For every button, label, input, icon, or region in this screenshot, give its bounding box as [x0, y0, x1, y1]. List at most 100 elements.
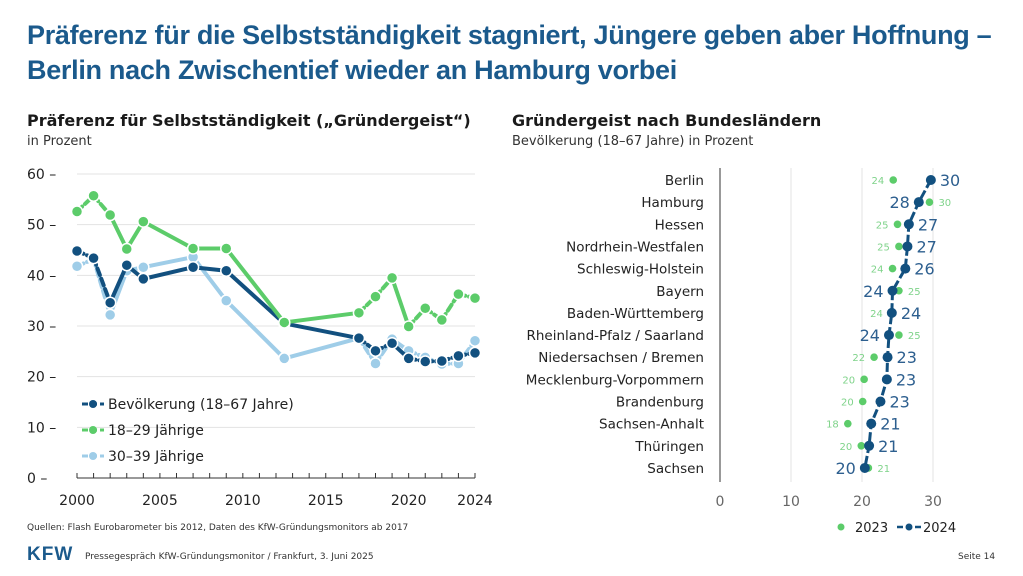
- data-label-2024: 30: [940, 171, 960, 190]
- right-chart-heading: Gründergeist nach Bundesländern: [512, 111, 822, 130]
- state-label: Brandenburg: [616, 395, 704, 411]
- data-label-2024: 24: [863, 282, 883, 301]
- data-point: [70, 205, 84, 218]
- series-line-segment: [141, 219, 196, 251]
- dot-2023: [844, 419, 852, 428]
- data-point: [452, 349, 465, 363]
- dot-2024: [866, 418, 877, 429]
- data-point: [220, 242, 233, 255]
- dot-2023: [893, 220, 902, 229]
- series-line-segment: [390, 275, 411, 329]
- data-point: [352, 306, 366, 320]
- data-label-2023: 21: [877, 464, 890, 475]
- series-line-segment: [224, 298, 287, 361]
- state-label: Hessen: [655, 217, 704, 233]
- series-line-segment: [91, 256, 113, 305]
- state-label: Nordrhein-Westfalen: [566, 239, 704, 255]
- data-point: [452, 287, 465, 301]
- kfw-logo: KFW: [27, 544, 74, 565]
- state-label: Niedersachsen / Bremen: [538, 350, 704, 366]
- data-label-2024: 21: [878, 437, 898, 456]
- data-label-2024: 23: [889, 393, 909, 412]
- series-line-segment: [224, 268, 287, 326]
- data-point: [435, 313, 449, 327]
- series-line-segment: [282, 336, 361, 361]
- data-point: [402, 352, 415, 365]
- x-tick-label: 2020: [391, 493, 427, 509]
- data-label-2023: 24: [871, 265, 884, 276]
- data-point: [120, 242, 133, 256]
- dot-2024: [925, 175, 936, 185]
- dot-2024: [883, 330, 894, 341]
- data-point: [70, 259, 84, 273]
- state-label: Berlin: [665, 173, 704, 189]
- dot-2023: [895, 242, 903, 251]
- x-tick-label: 20: [853, 494, 871, 510]
- dot-2024: [881, 374, 892, 385]
- data-point: [468, 334, 482, 347]
- data-point: [87, 251, 100, 265]
- legend-label: 30–39 Jährige: [108, 449, 204, 465]
- state-label: Sachsen-Anhalt: [599, 417, 704, 433]
- dot-2024: [900, 263, 911, 274]
- dot-2023: [925, 198, 934, 206]
- state-label: Sachsen: [647, 461, 704, 477]
- data-point: [369, 357, 382, 370]
- data-point: [468, 346, 482, 360]
- data-label-2024: 23: [896, 370, 916, 389]
- data-label-2024: 26: [914, 260, 934, 279]
- dot-2024: [886, 307, 897, 318]
- data-label-2023: 24: [870, 309, 883, 320]
- y-tick-label: 10 –: [27, 420, 56, 436]
- dot-2023: [858, 397, 867, 406]
- x-tick-label: 2005: [142, 493, 178, 509]
- data-point: [468, 291, 482, 305]
- data-point: [137, 260, 150, 274]
- data-point: [352, 331, 366, 345]
- state-label: Bayern: [656, 284, 704, 300]
- data-label-2023: 25: [876, 220, 889, 231]
- data-label-2024: 21: [880, 415, 900, 434]
- series-line-segment: [141, 265, 196, 281]
- legend-marker: [89, 452, 97, 460]
- series-line-segment: [282, 310, 361, 325]
- data-label-2023: 24: [872, 176, 885, 187]
- series-18-29: [70, 189, 482, 333]
- data-label-2024: 28: [889, 193, 909, 212]
- series-line-segment: [224, 246, 287, 325]
- data-label-2024: 23: [897, 348, 917, 367]
- data-point: [70, 244, 84, 258]
- source-footnote: Quellen: Flash Eurobarometer bis 2012, D…: [27, 523, 409, 533]
- data-label-2024: 27: [918, 215, 938, 234]
- y-tick-label: 20 –: [27, 370, 56, 386]
- data-point: [87, 189, 100, 203]
- data-point: [220, 294, 233, 307]
- y-tick-label: 50 –: [27, 218, 56, 234]
- state-label: Hamburg: [641, 195, 704, 211]
- dot-2023: [888, 264, 897, 273]
- data-label-2023: 22: [852, 353, 865, 364]
- legend-marker-2023: [837, 523, 845, 531]
- dot-2024: [902, 241, 913, 252]
- left-chart-heading: Präferenz für Selbstständigkeit („Gründe…: [27, 111, 471, 130]
- state-label: Baden-Württemberg: [567, 306, 704, 322]
- legend-label-2023: 2023: [855, 521, 888, 536]
- data-point: [419, 355, 432, 368]
- state-label: Rheinland-Pfalz / Saarland: [526, 328, 704, 344]
- data-label-2023: 30: [938, 198, 951, 209]
- data-label-2024: 24: [860, 326, 880, 345]
- data-point: [137, 272, 150, 286]
- dot-2024: [875, 396, 886, 407]
- data-label-2023: 25: [877, 242, 890, 253]
- x-tick-label: 2015: [308, 493, 344, 509]
- legend-marker: [89, 400, 97, 408]
- data-point: [369, 290, 382, 303]
- dot-2023: [857, 442, 866, 450]
- left-chart-unit: in Prozent: [27, 134, 92, 149]
- dot-2024: [913, 197, 924, 208]
- x-tick-label: 2024: [457, 493, 493, 509]
- data-label-2024: 24: [901, 304, 921, 323]
- x-tick-label: 2000: [59, 493, 95, 509]
- x-tick-label: 30: [924, 494, 942, 510]
